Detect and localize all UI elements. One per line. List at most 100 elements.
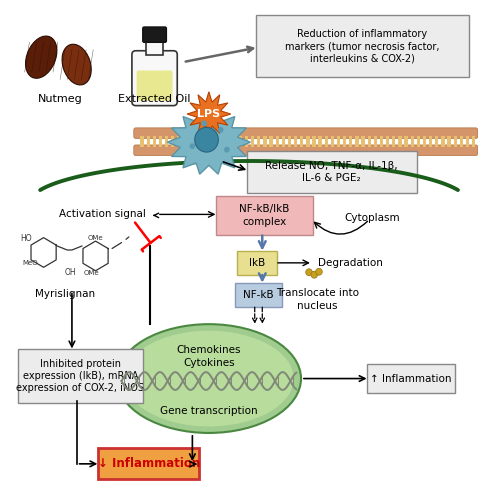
FancyBboxPatch shape (99, 448, 199, 480)
Polygon shape (167, 110, 250, 174)
Text: OH: OH (65, 268, 77, 276)
Bar (251, 136, 254, 147)
Circle shape (306, 269, 312, 276)
Text: Degradation: Degradation (318, 258, 383, 268)
Bar (232, 136, 236, 147)
Text: Chemokines
Cytokines: Chemokines Cytokines (177, 345, 241, 368)
FancyBboxPatch shape (132, 50, 177, 106)
Text: Translocate into
nucleus: Translocate into nucleus (276, 288, 359, 310)
FancyBboxPatch shape (216, 196, 313, 235)
FancyBboxPatch shape (247, 151, 417, 193)
Circle shape (316, 268, 322, 275)
Text: ↑ Inflammation: ↑ Inflammation (370, 374, 451, 384)
Bar (245, 136, 248, 147)
FancyBboxPatch shape (146, 40, 163, 54)
Bar (202, 136, 205, 147)
Bar (435, 136, 438, 147)
Bar (269, 136, 273, 147)
FancyBboxPatch shape (237, 251, 277, 274)
Bar (460, 136, 463, 147)
Text: HO: HO (20, 234, 32, 243)
Bar (453, 136, 457, 147)
FancyBboxPatch shape (134, 145, 478, 156)
Bar (226, 136, 230, 147)
Bar (374, 136, 377, 147)
FancyBboxPatch shape (18, 349, 143, 404)
Bar (214, 136, 218, 147)
Bar (325, 136, 328, 147)
Text: Nutmeg: Nutmeg (38, 94, 82, 104)
Bar (146, 136, 150, 147)
Ellipse shape (117, 324, 301, 433)
FancyBboxPatch shape (137, 70, 173, 101)
Text: Gene transcription: Gene transcription (160, 406, 258, 415)
Bar (343, 136, 346, 147)
Circle shape (195, 128, 218, 152)
Bar (441, 136, 445, 147)
Ellipse shape (124, 330, 294, 426)
Bar (171, 136, 174, 147)
Bar (337, 136, 340, 147)
Text: Myrislignan: Myrislignan (35, 288, 95, 298)
Polygon shape (187, 92, 231, 136)
Bar (220, 136, 224, 147)
FancyBboxPatch shape (367, 364, 454, 394)
Circle shape (202, 120, 207, 126)
FancyBboxPatch shape (134, 128, 478, 138)
Text: MeO: MeO (22, 260, 38, 266)
Bar (410, 136, 414, 147)
Circle shape (311, 272, 318, 278)
Bar (276, 136, 279, 147)
Bar (367, 136, 371, 147)
Bar (472, 136, 475, 147)
Bar (239, 136, 242, 147)
Text: Activation signal: Activation signal (59, 210, 146, 220)
Bar (429, 136, 432, 147)
Bar (312, 136, 316, 147)
FancyBboxPatch shape (256, 15, 468, 77)
Text: Extracted Oil: Extracted Oil (118, 94, 191, 104)
FancyBboxPatch shape (143, 27, 166, 42)
Bar (300, 136, 304, 147)
Text: Reduction of inflammatory
markers (tumor necrosis factor,
interleukins & COX-2): Reduction of inflammatory markers (tumor… (285, 28, 440, 64)
Ellipse shape (25, 36, 57, 78)
Bar (196, 136, 199, 147)
Bar (141, 136, 144, 147)
Text: ↓ Inflammation: ↓ Inflammation (98, 458, 200, 470)
Bar (183, 136, 187, 147)
Text: LPS: LPS (197, 109, 221, 119)
Bar (447, 136, 451, 147)
Bar (306, 136, 309, 147)
Bar (392, 136, 395, 147)
Bar (331, 136, 334, 147)
Circle shape (218, 127, 224, 133)
Bar (257, 136, 261, 147)
Bar (263, 136, 266, 147)
Bar (282, 136, 285, 147)
Bar (355, 136, 359, 147)
Bar (294, 136, 297, 147)
Bar (423, 136, 426, 147)
Text: Release NO, TNF-α, IL-1β,
IL-6 & PGE₂: Release NO, TNF-α, IL-1β, IL-6 & PGE₂ (265, 161, 398, 184)
Ellipse shape (62, 44, 91, 85)
Text: Cytoplasm: Cytoplasm (344, 213, 400, 223)
Bar (153, 136, 156, 147)
Text: NF-kB: NF-kB (243, 290, 274, 300)
Bar (380, 136, 383, 147)
Bar (208, 136, 211, 147)
Bar (177, 136, 181, 147)
Text: IkB: IkB (249, 258, 265, 268)
Circle shape (189, 143, 195, 149)
Bar (159, 136, 162, 147)
FancyBboxPatch shape (235, 283, 282, 307)
Bar (466, 136, 469, 147)
Bar (319, 136, 322, 147)
Bar (362, 136, 365, 147)
Circle shape (224, 146, 230, 152)
Text: NF-kB/IkB
complex: NF-kB/IkB complex (239, 204, 289, 227)
Bar (189, 136, 193, 147)
Text: OMe: OMe (84, 270, 100, 276)
Bar (417, 136, 420, 147)
Bar (165, 136, 168, 147)
Text: OMe: OMe (87, 235, 103, 241)
